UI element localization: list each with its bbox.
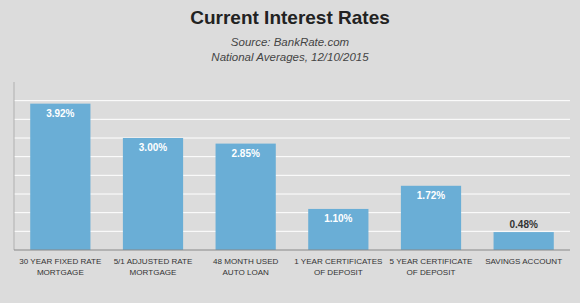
data-label: 0.48%: [509, 219, 537, 230]
grid-line: [14, 138, 570, 139]
x-tick-label: 5 YEAR CERTIFICATEOF DEPOSIT: [390, 257, 474, 277]
data-labels: 3.92% 3.00% 2.85% 1.10% 1.72% 0.48%: [46, 108, 538, 230]
x-tick-label: 1 YEAR CERTIFICATESOF DEPOSIT: [294, 257, 382, 277]
grid-line: [14, 231, 570, 232]
subtitle: Source: BankRate.comNational Averages, 1…: [211, 36, 369, 63]
bar: [308, 209, 368, 250]
data-label: 3.92%: [46, 108, 74, 119]
data-label: 1.72%: [417, 190, 445, 201]
grid-line: [14, 100, 570, 101]
bar: [216, 144, 276, 250]
data-label: 2.85%: [231, 148, 259, 159]
bar: [123, 138, 183, 250]
grid: [14, 101, 570, 232]
bar: [401, 186, 461, 250]
x-tick-labels: 30 YEAR FIXED RATEMORTGAGE 5/1 ADJUSTED R…: [19, 257, 562, 277]
x-tick-label: 5/1 ADJUSTED RATEMORTGAGE: [114, 257, 193, 277]
chart: Current Interest Rates Source: BankRate.c…: [0, 0, 580, 303]
bar: [494, 232, 554, 250]
grid-line: [14, 212, 570, 213]
chart-container: Current Interest Rates Source: BankRate.c…: [0, 0, 580, 303]
grid-line: [14, 156, 570, 157]
x-tick-label: SAVINGS ACCOUNT: [485, 257, 562, 266]
x-axis-line: [14, 250, 570, 251]
data-label: 1.10%: [324, 213, 352, 224]
x-tick-label: 30 YEAR FIXED RATEMORTGAGE: [19, 257, 102, 277]
grid-line: [14, 194, 570, 195]
x-tick-label: 48 MONTH USEDAUTO LOAN: [213, 257, 279, 277]
data-label: 3.00%: [139, 142, 167, 153]
grid-line: [14, 175, 570, 176]
background: [0, 0, 580, 303]
grid-line: [14, 119, 570, 120]
title: Current Interest Rates: [190, 7, 390, 28]
y-axis-line: [14, 82, 15, 250]
bar: [30, 104, 90, 250]
bars: [30, 104, 554, 250]
